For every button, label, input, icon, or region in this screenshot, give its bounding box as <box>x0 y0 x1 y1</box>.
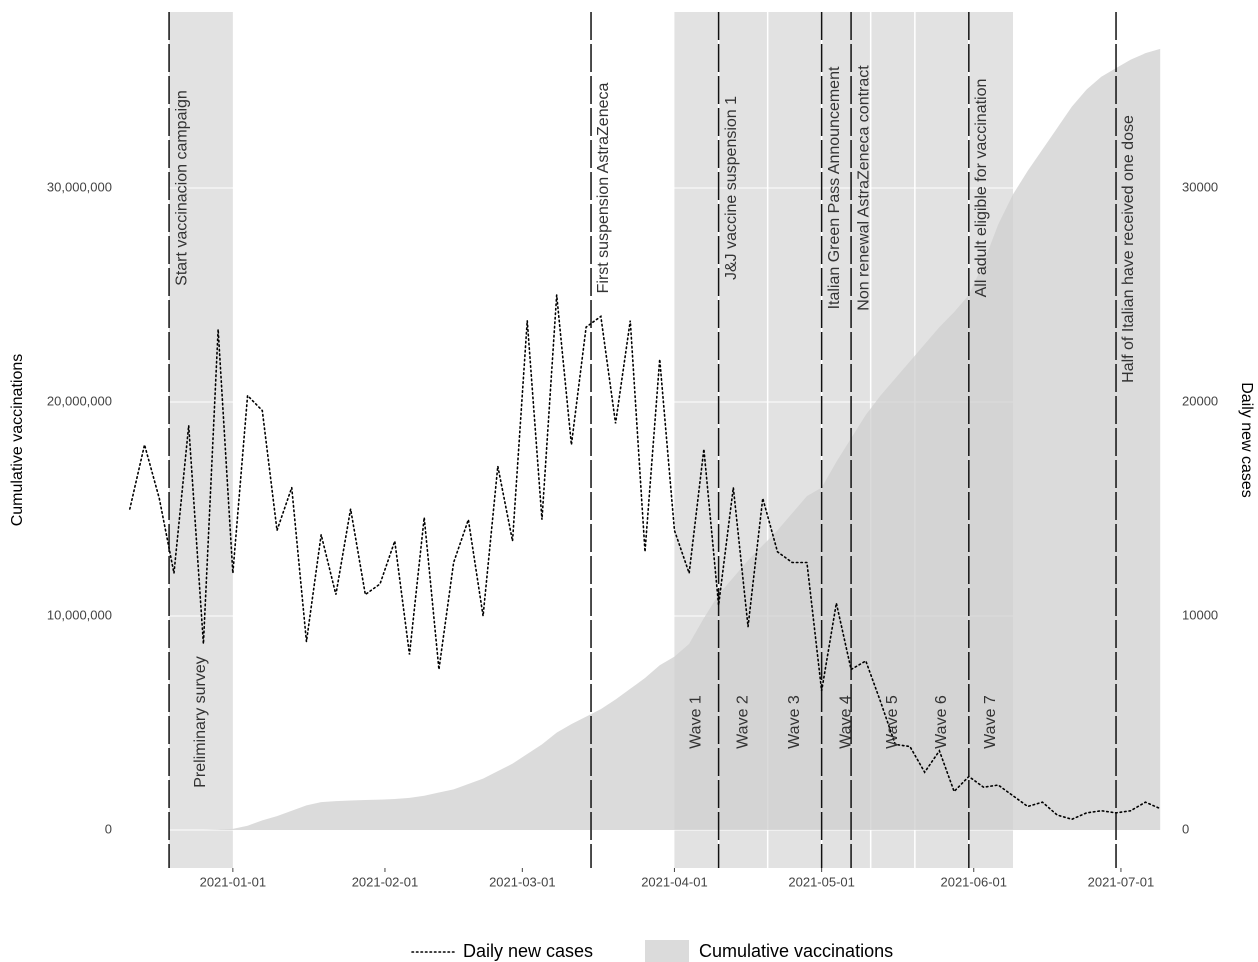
y-tick-label: 10,000,000 <box>47 607 112 622</box>
y-tick-label: 0 <box>105 821 112 836</box>
y-axis-title: Cumulative vaccinations <box>9 354 26 527</box>
y2-axis-title: Daily new cases <box>1238 382 1255 498</box>
y2-tick-label: 20000 <box>1182 393 1218 408</box>
legend-label: Daily new cases <box>463 941 593 961</box>
event-label: J&J vaccine suspension 1 <box>723 96 740 280</box>
event-label: Italian Green Pass Announcement <box>826 66 843 309</box>
x-tick-label: 2021-01-01 <box>200 874 267 889</box>
y2-tick-label: 30000 <box>1182 179 1218 194</box>
y2-tick-label: 0 <box>1182 821 1189 836</box>
event-label: Half of Italian have received one dose <box>1120 115 1137 383</box>
period-shade <box>169 12 233 868</box>
period-label: Wave 6 <box>933 695 950 749</box>
legend-swatch <box>645 940 689 962</box>
period-label: Wave 2 <box>734 695 751 749</box>
x-tick-label: 2021-07-01 <box>1088 874 1155 889</box>
x-tick-label: 2021-05-01 <box>788 874 855 889</box>
period-label: Preliminary survey <box>192 656 209 788</box>
period-label: Wave 5 <box>884 695 901 749</box>
y-tick-label: 20,000,000 <box>47 393 112 408</box>
event-label: First suspension AstraZeneca <box>595 83 612 294</box>
period-label: Wave 7 <box>982 695 999 749</box>
y2-tick-label: 10000 <box>1182 607 1218 622</box>
period-label: Wave 1 <box>688 695 705 749</box>
event-label: All adult eligible for vaccination <box>973 79 990 298</box>
period-label: Wave 3 <box>786 695 803 749</box>
y-tick-label: 30,000,000 <box>47 179 112 194</box>
x-tick-label: 2021-04-01 <box>641 874 708 889</box>
period-label: Wave 4 <box>837 695 854 749</box>
x-tick-label: 2021-03-01 <box>489 874 556 889</box>
event-label: Start vaccinacion campaign <box>173 90 190 286</box>
x-tick-label: 2021-02-01 <box>352 874 419 889</box>
cases-line <box>129 294 1161 821</box>
x-tick-label: 2021-06-01 <box>940 874 1007 889</box>
legend-label: Cumulative vaccinations <box>699 941 893 961</box>
vaccination-area <box>203 48 1161 830</box>
event-label: Non renewal AstraZeneca contract <box>855 65 872 311</box>
